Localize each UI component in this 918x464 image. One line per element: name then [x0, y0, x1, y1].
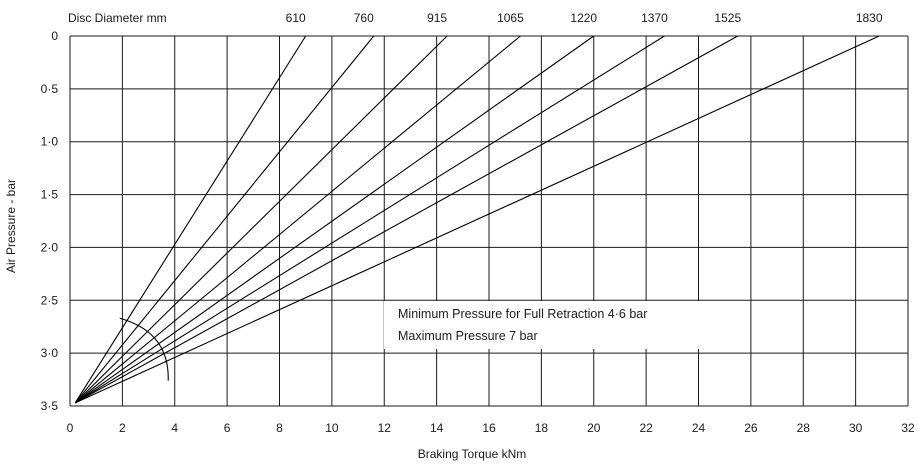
series-line-1220	[74, 35, 595, 404]
series-label-1370: 1370	[641, 11, 668, 25]
limit-arc	[119, 317, 169, 381]
top-axis-label: Disc Diameter mm	[68, 11, 167, 25]
x-tick-label: 26	[744, 421, 758, 435]
series-line-915	[74, 35, 448, 404]
x-tick-label: 18	[535, 421, 549, 435]
grid	[69, 35, 909, 407]
series-label-610: 610	[286, 11, 306, 25]
x-tick-label: 8	[276, 421, 283, 435]
x-tick-label: 0	[67, 421, 74, 435]
y-tick-label: 0	[51, 29, 58, 43]
limit-arc-curve	[119, 317, 169, 381]
x-tick-label: 4	[171, 421, 178, 435]
series-label-915: 915	[427, 11, 447, 25]
series-lines	[74, 35, 880, 404]
x-tick-label: 22	[639, 421, 653, 435]
annotation-min-pressure: Minimum Pressure for Full Retraction 4·6…	[398, 307, 647, 321]
y-tick-label: 2·0	[41, 240, 59, 254]
series-labels: 610 760 915 1065 1220 1370 1525 1830	[286, 11, 883, 25]
series-label-1220: 1220	[570, 11, 597, 25]
y-tick-label: 1·0	[41, 135, 59, 149]
x-axis-title: Braking Torque kNm	[418, 447, 527, 461]
series-label-1525: 1525	[714, 11, 741, 25]
annotation-max-pressure: Maximum Pressure 7 bar	[398, 329, 538, 343]
x-tick-label: 2	[119, 421, 126, 435]
x-tick-label: 24	[692, 421, 706, 435]
x-tick-label: 10	[325, 421, 339, 435]
series-line-1830	[75, 35, 880, 404]
y-tick-label: 3·0	[41, 346, 59, 360]
x-tick-label: 28	[797, 421, 811, 435]
y-tick-label: 3·5	[41, 399, 59, 413]
x-tick-label: 6	[224, 421, 231, 435]
series-line-610	[74, 35, 307, 404]
series-line-1370	[74, 35, 665, 404]
series-line-1065	[74, 35, 521, 404]
series-label-760: 760	[354, 11, 374, 25]
annotation-box	[384, 301, 715, 349]
y-tick-labels: 0 0·5 1·0 1·5 2·0 2·5 3·0 3·5	[41, 29, 59, 413]
series-line-760	[74, 35, 375, 404]
series-label-1830: 1830	[856, 11, 883, 25]
x-tick-label: 30	[849, 421, 863, 435]
series-label-1065: 1065	[497, 11, 524, 25]
x-tick-label: 20	[587, 421, 601, 435]
y-tick-label: 2·5	[41, 293, 59, 307]
x-tick-label: 32	[901, 421, 915, 435]
y-tick-label: 1·5	[41, 188, 59, 202]
x-tick-label: 16	[482, 421, 496, 435]
y-axis-title: Air Pressure - bar	[4, 179, 18, 273]
y-tick-label: 0·5	[41, 82, 59, 96]
series-line-1525	[74, 35, 739, 404]
x-tick-label: 14	[430, 421, 444, 435]
x-tick-labels: 0 2 4 6 8 10 12 14 16 18 20 22 24 26 28 30 32	[67, 421, 915, 435]
x-tick-label: 12	[378, 421, 392, 435]
